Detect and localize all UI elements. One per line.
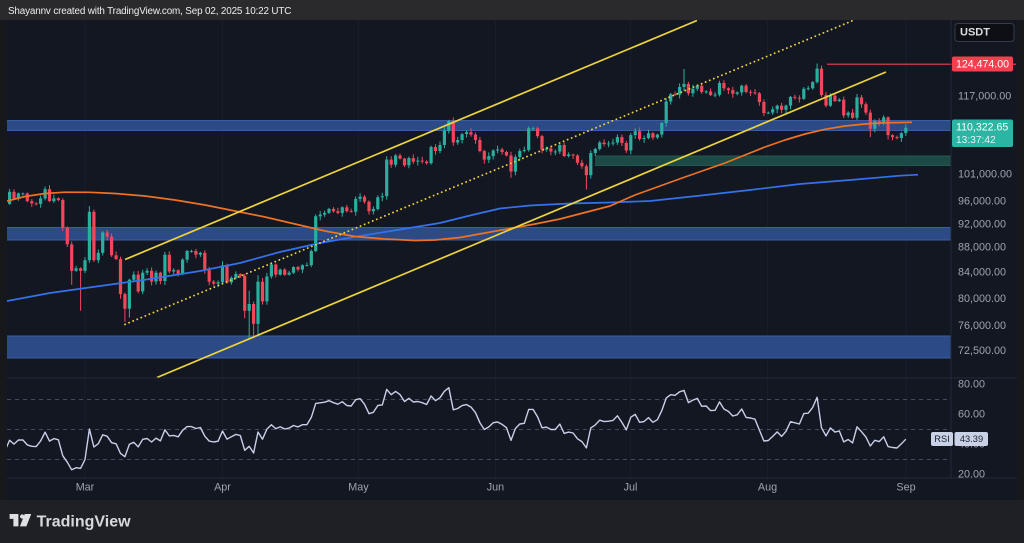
svg-text:Jun: Jun: [487, 482, 504, 494]
svg-text:101,000.00: 101,000.00: [958, 169, 1012, 181]
svg-text:Sep: Sep: [896, 482, 915, 494]
svg-text:60.00: 60.00: [958, 409, 985, 421]
svg-text:20.00: 20.00: [958, 469, 985, 481]
svg-text:Aug: Aug: [758, 482, 777, 494]
svg-text:117,000.00: 117,000.00: [958, 91, 1011, 103]
svg-text:92,000.00: 92,000.00: [958, 218, 1006, 230]
svg-text:RSI: RSI: [934, 434, 950, 444]
svg-text:Jul: Jul: [624, 482, 638, 494]
svg-text:USDT: USDT: [960, 27, 990, 39]
svg-text:43.39: 43.39: [960, 434, 983, 444]
svg-text:TradingView: TradingView: [37, 513, 132, 530]
svg-text:76,000.00: 76,000.00: [958, 320, 1006, 332]
svg-text:96,000.00: 96,000.00: [958, 196, 1006, 208]
svg-text:124,474.00: 124,474.00: [956, 58, 1009, 70]
svg-text:72,500.00: 72,500.00: [958, 345, 1006, 357]
svg-text:80,000.00: 80,000.00: [958, 293, 1006, 305]
svg-text:Apr: Apr: [214, 482, 231, 494]
svg-text:88,000.00: 88,000.00: [958, 242, 1006, 254]
svg-text:Mar: Mar: [76, 482, 95, 494]
svg-text:110,322.65: 110,322.65: [956, 121, 1008, 133]
svg-text:80.00: 80.00: [958, 379, 985, 391]
svg-text:May: May: [348, 482, 369, 494]
svg-text:13:37:42: 13:37:42: [956, 135, 996, 146]
svg-text:84,000.00: 84,000.00: [958, 267, 1006, 279]
